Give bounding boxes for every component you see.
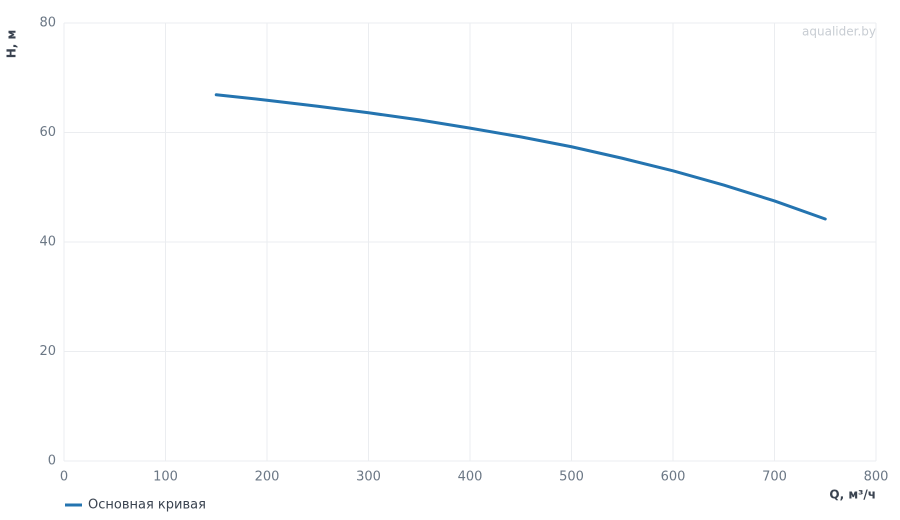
x-tick-label: 800 [864,470,889,485]
watermark: aqualider.by [802,25,876,39]
y-tick-label: 60 [39,125,56,140]
y-tick-label: 20 [39,344,56,359]
x-tick-label: 200 [255,470,280,485]
x-tick-label: 100 [153,470,178,485]
series-line [214,93,827,221]
y-axis-label: H, м [5,30,19,59]
y-tick-label: 80 [39,16,56,31]
x-tick-label: 0 [60,470,68,485]
y-tick-label: 0 [48,454,56,469]
x-axis-label: Q, м³/ч [829,488,876,502]
x-tick-label: 400 [458,470,483,485]
y-tick-label: 40 [39,235,56,250]
x-tick-label: 300 [356,470,381,485]
x-tick-label: 700 [762,470,787,485]
legend-label: Основная кривая [88,498,206,513]
x-tick-label: 600 [661,470,686,485]
x-tick-label: 500 [559,470,584,485]
